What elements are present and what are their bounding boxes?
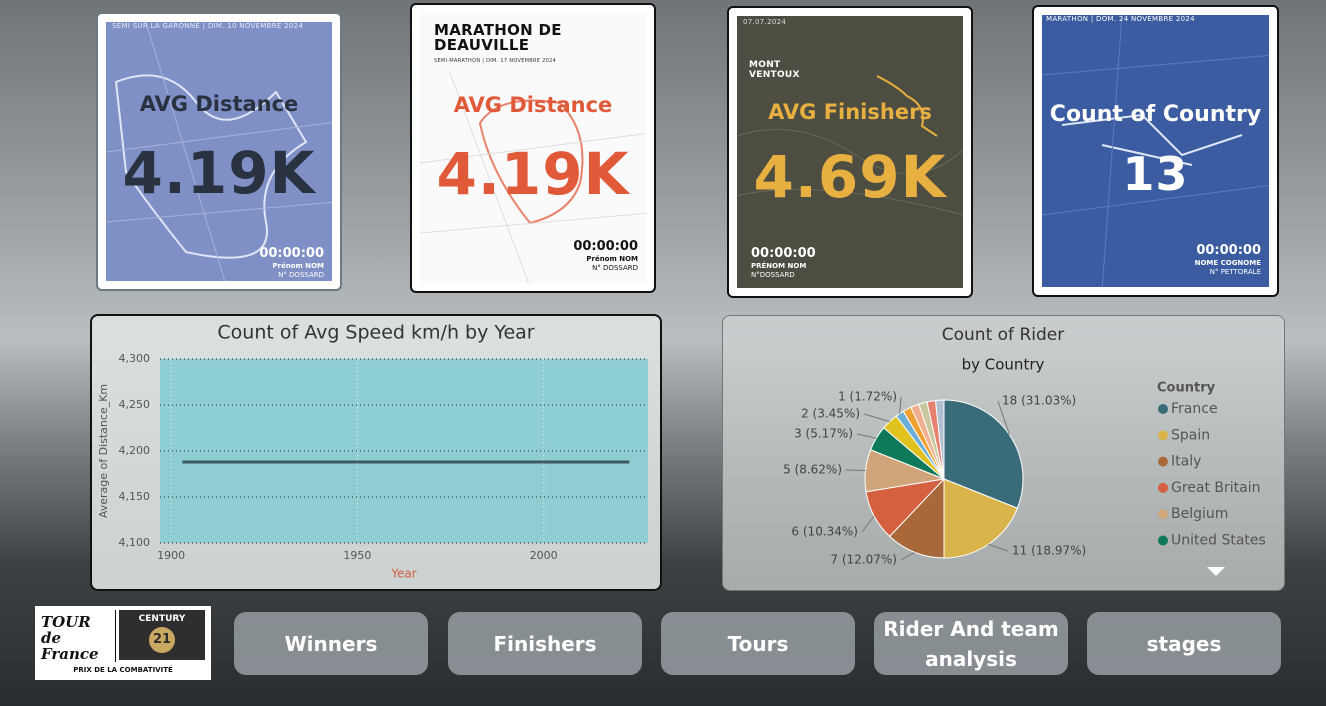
data-label: 6 (10.34%) bbox=[791, 525, 858, 539]
kpi-label: AVG Finishers bbox=[768, 100, 932, 124]
poster: MARATHON | DOM. 24 NOVEMBRE 2024 00:00:0… bbox=[1042, 15, 1269, 287]
leader-line bbox=[988, 543, 1009, 552]
nav-button[interactable]: Tours bbox=[661, 612, 855, 675]
kpi-value: 4.69K bbox=[753, 143, 947, 211]
kpi-label: AVG Distance bbox=[139, 92, 299, 116]
data-label: 2 (3.45%) bbox=[801, 407, 860, 421]
legend-label: France bbox=[1171, 401, 1218, 417]
poster-header: SEMI SUR LA GARONNE | DIM. 10 NOVEMBRE 2… bbox=[112, 22, 304, 30]
kpi-card: MARATHON DE DEAUVILLE SEMI-MARATHON | DI… bbox=[410, 3, 656, 293]
leader-line bbox=[997, 400, 1010, 435]
poster-header: MARATHON | DOM. 24 NOVEMBRE 2024 bbox=[1046, 15, 1195, 23]
data-label: 1 (1.72%) bbox=[838, 390, 897, 404]
poster-name: NOME COGNOME bbox=[1194, 259, 1261, 267]
legend-title: Country bbox=[1157, 381, 1216, 396]
poster-name: Prénom NOM bbox=[272, 262, 324, 270]
y-tick-label: 4,250 bbox=[119, 398, 151, 411]
pie-slice bbox=[943, 478, 1019, 559]
y-tick-label: 4,100 bbox=[119, 536, 151, 549]
legend-label: Great Britain bbox=[1171, 480, 1261, 496]
nav-button[interactable]: stages bbox=[1087, 612, 1281, 675]
kpi-value: 13 bbox=[1122, 147, 1189, 201]
leader-line bbox=[900, 551, 916, 561]
leader-line bbox=[899, 396, 902, 414]
kpi-value: 4.19K bbox=[436, 140, 630, 208]
data-label: 7 (12.07%) bbox=[830, 553, 897, 567]
poster-bib: N° DOSSARD bbox=[592, 264, 638, 272]
legend-marker bbox=[1158, 456, 1168, 467]
kpi-value: 4.19K bbox=[122, 139, 316, 207]
legend-scroll bbox=[1207, 567, 1225, 576]
logo: TOUR de France CENTURY 21 PRIX DE LA COM… bbox=[35, 606, 211, 680]
poster: 07.07.2024 MONT VENTOUX 00:00:00 PRÉNOM … bbox=[737, 16, 963, 288]
poster-sub: SEMI-MARATHON | DIM. 17 NOVEMBRE 2024 bbox=[434, 58, 557, 64]
nav-button[interactable]: Finishers bbox=[448, 612, 642, 675]
legend-label: Spain bbox=[1171, 427, 1210, 443]
poster-time: 00:00:00 bbox=[751, 246, 816, 261]
logo-caption: PRIX DE LA COMBATIVITÉ bbox=[73, 666, 173, 674]
logo-brand: CENTURY bbox=[138, 614, 186, 624]
x-tick-label: 2000 bbox=[530, 549, 558, 562]
leader-line bbox=[863, 413, 890, 423]
legend-label: Belgium bbox=[1171, 506, 1228, 522]
pie-slice bbox=[943, 399, 1024, 509]
x-axis-label: Year bbox=[390, 567, 416, 581]
poster-header: MARATHON DE DEAUVILLE bbox=[434, 21, 562, 54]
legend-marker bbox=[1158, 509, 1168, 520]
data-label: 3 (5.17%) bbox=[794, 427, 853, 441]
poster-time: 00:00:00 bbox=[1196, 243, 1261, 258]
poster: MARATHON DE DEAUVILLE SEMI-MARATHON | DI… bbox=[420, 13, 646, 283]
chart-subtitle: by Country bbox=[962, 356, 1045, 374]
chart-title: Count of Avg Speed km/h by Year bbox=[217, 322, 534, 344]
data-label: 11 (18.97%) bbox=[1012, 544, 1086, 558]
nav-button[interactable]: Winners bbox=[234, 612, 428, 675]
legend-marker bbox=[1158, 430, 1168, 441]
chart-title: Count of Rider bbox=[942, 325, 1064, 345]
poster-bib: N° DOSSARD bbox=[278, 271, 324, 279]
kpi-card: MARATHON | DOM. 24 NOVEMBRE 2024 00:00:0… bbox=[1032, 5, 1279, 297]
data-label: 18 (31.03%) bbox=[1002, 394, 1076, 408]
kpi-label: AVG Distance bbox=[453, 93, 613, 117]
poster: SEMI SUR LA GARONNE | DIM. 10 NOVEMBRE 2… bbox=[106, 22, 332, 281]
poster-name: PRÉNOM NOM bbox=[751, 262, 807, 270]
poster-name: Prénom NOM bbox=[586, 255, 638, 263]
pie-slice bbox=[934, 399, 945, 480]
kpi-card: 07.07.2024 MONT VENTOUX 00:00:00 PRÉNOM … bbox=[727, 6, 973, 298]
poster-time: 00:00:00 bbox=[573, 239, 638, 254]
pie-slice bbox=[888, 477, 945, 559]
leader-line bbox=[861, 515, 875, 533]
poster-time: 00:00:00 bbox=[259, 246, 324, 261]
poster-bib: N°DOSSARD bbox=[751, 271, 795, 279]
legend-marker bbox=[1158, 535, 1168, 546]
poster-bib: N° PETTORALE bbox=[1209, 268, 1261, 276]
nav-button[interactable]: Rider And team analysis bbox=[874, 612, 1068, 675]
logo-number: 21 bbox=[149, 627, 175, 653]
logo-tour: TOUR de France bbox=[41, 613, 99, 663]
legend-label: Italy bbox=[1171, 454, 1201, 470]
y-tick-label: 4,150 bbox=[119, 490, 151, 503]
data-label: 5 (8.62%) bbox=[783, 463, 842, 477]
legend-label: United States bbox=[1171, 533, 1266, 549]
leader-line bbox=[856, 433, 877, 439]
x-tick-label: 1900 bbox=[157, 549, 185, 562]
legend-marker bbox=[1158, 482, 1168, 493]
kpi-card: SEMI SUR LA GARONNE | DIM. 10 NOVEMBRE 2… bbox=[96, 12, 342, 291]
logo-brand-box: CENTURY 21 bbox=[119, 610, 205, 660]
poster-header: 07.07.2024 bbox=[743, 18, 787, 26]
x-tick-label: 1950 bbox=[343, 549, 371, 562]
y-axis-label: Average of Distance_Km bbox=[97, 384, 110, 518]
poster-sub: MONT VENTOUX bbox=[749, 60, 800, 80]
kpi-label: Count of Country bbox=[1049, 102, 1262, 127]
legend-marker bbox=[1158, 404, 1168, 414]
y-tick-label: 4,300 bbox=[119, 352, 151, 365]
y-tick-label: 4,200 bbox=[119, 444, 151, 457]
